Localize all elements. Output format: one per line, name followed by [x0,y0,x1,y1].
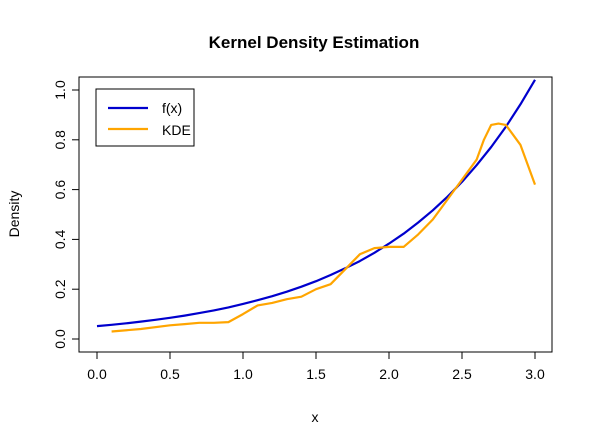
kde-line [111,122,537,333]
legend-box [95,88,195,147]
legend-label-fx: f(x) [162,100,182,116]
legend-label-kde: KDE [162,122,191,138]
x-tick-label: 0.5 [160,366,180,382]
y-tick-label: 0.0 [52,329,68,349]
chart-title: Kernel Density Estimation [209,33,420,52]
x-axis: 0.0 0.5 1.0 1.5 2.0 2.5 3.0 [87,351,545,382]
x-axis-label: x [312,409,319,425]
x-tick-label: 1.0 [233,366,253,382]
y-tick-label: 0.8 [52,130,68,150]
y-tick-label: 1.0 [52,80,68,100]
x-tick-label: 2.0 [379,366,399,382]
y-tick-label: 0.2 [52,279,68,299]
x-tick-label: 3.0 [525,366,545,382]
x-tick-label: 2.5 [452,366,472,382]
y-tick-label: 0.4 [52,229,68,249]
fx-line [96,79,536,328]
x-tick-label: 0.0 [87,366,107,382]
series-layer [96,79,537,333]
x-tick-label: 1.5 [306,366,326,382]
legend: f(x) KDE [95,88,195,147]
y-axis: 0.0 0.2 0.4 0.6 0.8 1.0 [52,80,80,349]
y-tick-label: 0.6 [52,180,68,200]
y-axis-label: Density [6,191,22,238]
